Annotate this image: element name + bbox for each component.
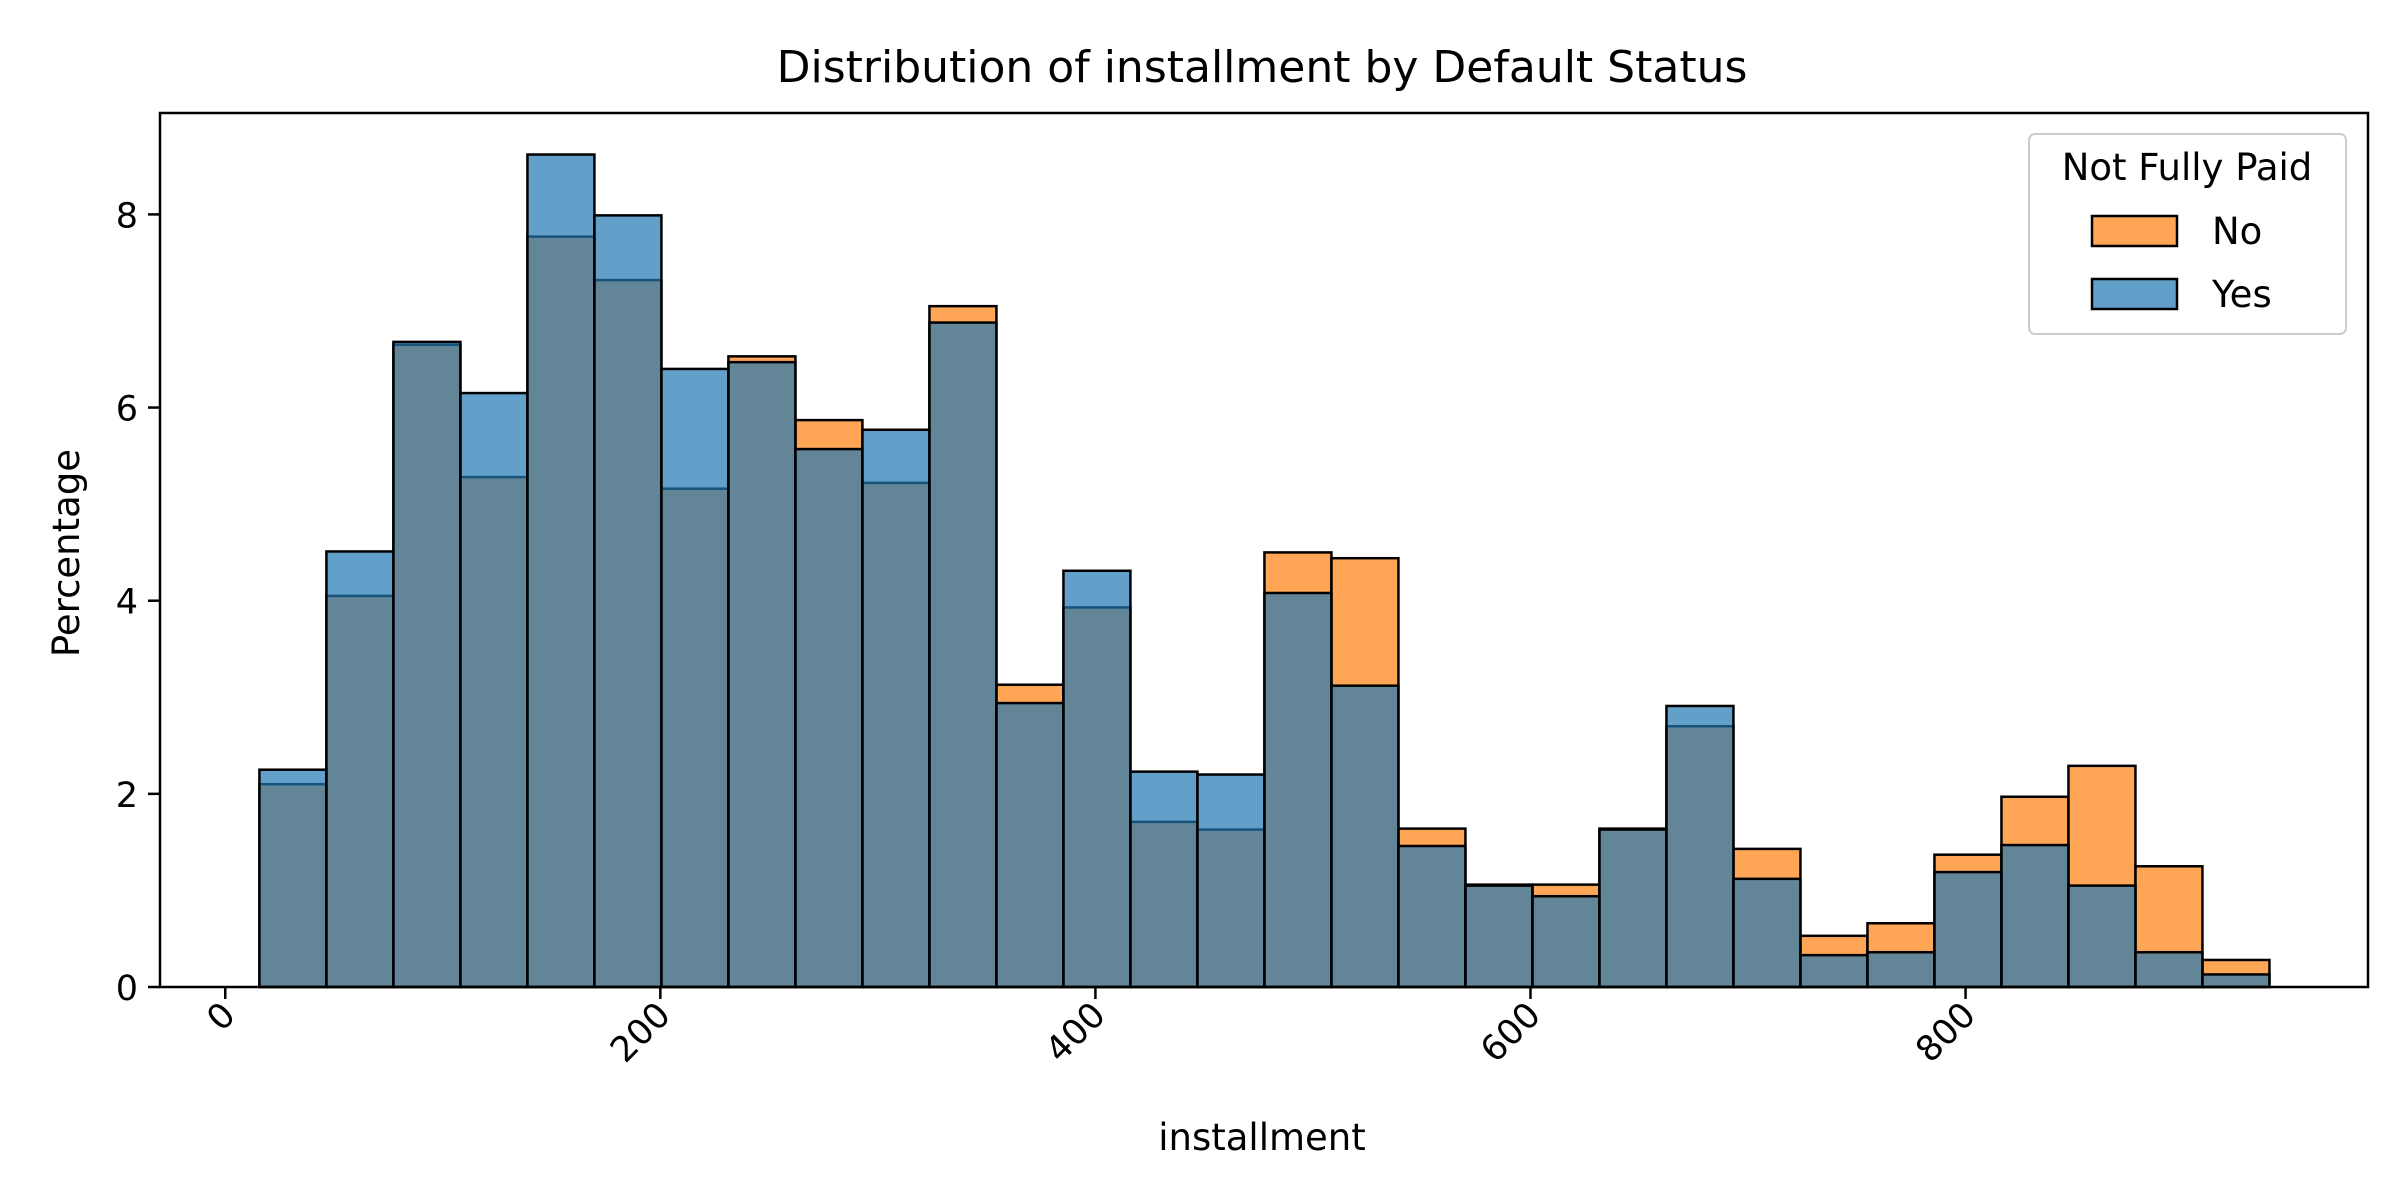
- bar-yes-26: [2000, 843, 2070, 989]
- legend-swatch-yes: [2090, 277, 2179, 311]
- bar-yes-12: [1062, 569, 1132, 989]
- bar-yes-1: [325, 550, 395, 989]
- y-axis-label: Percentage: [45, 449, 88, 657]
- x-tick-label-800: 800: [1908, 995, 1984, 1071]
- bar-yes-6: [660, 367, 730, 989]
- bar-yes-2: [392, 340, 462, 989]
- bar-yes-9: [861, 428, 931, 989]
- legend-label-yes: Yes: [2211, 273, 2272, 316]
- bar-yes-13: [1129, 770, 1199, 989]
- bar-yes-5: [593, 214, 663, 989]
- bar-yes-16: [1330, 684, 1400, 989]
- legend-label-no: No: [2212, 210, 2262, 253]
- bar-yes-29: [2201, 973, 2271, 989]
- bar-yes-24: [1866, 950, 1936, 989]
- bar-yes-0: [258, 768, 328, 989]
- series-yes-bars: [258, 153, 2271, 989]
- y-tick-label-8: 8: [116, 196, 138, 236]
- bar-yes-11: [995, 701, 1065, 989]
- bar-yes-14: [1196, 773, 1266, 989]
- bar-yes-21: [1665, 704, 1735, 989]
- y-tick-label-2: 2: [116, 776, 138, 816]
- bar-yes-27: [2067, 884, 2137, 989]
- x-tick-label-400: 400: [1038, 995, 1114, 1071]
- legend: Not Fully Paid No Yes: [2028, 133, 2347, 335]
- bar-yes-10: [928, 321, 998, 989]
- bar-yes-7: [727, 360, 797, 989]
- plot-frame: [158, 111, 2370, 989]
- y-tick-label-0: 0: [116, 969, 138, 1009]
- bar-yes-25: [1933, 870, 2003, 989]
- x-axis-label: installment: [1158, 1116, 1366, 1159]
- legend-title: Not Fully Paid: [2062, 146, 2313, 189]
- chart-title: Distribution of installment by Default S…: [777, 42, 1748, 93]
- x-tick-label-0: 0: [200, 995, 244, 1039]
- bar-yes-18: [1464, 884, 1534, 989]
- x-tick-label-200: 200: [603, 995, 679, 1071]
- y-tick-label-6: 6: [116, 390, 138, 430]
- x-tick-label-600: 600: [1473, 995, 1549, 1071]
- bar-yes-23: [1799, 953, 1869, 989]
- bar-yes-17: [1397, 844, 1467, 989]
- bar-yes-19: [1531, 894, 1601, 989]
- bar-yes-28: [2134, 950, 2204, 989]
- bar-yes-22: [1732, 877, 1802, 989]
- x-axis: 0 200 400 600 800: [200, 987, 1984, 1071]
- bar-yes-4: [526, 153, 596, 989]
- y-axis: 0 2 4 6 8: [116, 196, 160, 1009]
- y-tick-label-4: 4: [116, 583, 138, 623]
- legend-swatch-no: [2090, 214, 2179, 248]
- bar-yes-8: [794, 447, 864, 989]
- bar-yes-15: [1263, 591, 1333, 989]
- bar-yes-20: [1598, 828, 1668, 989]
- bar-yes-3: [459, 391, 529, 989]
